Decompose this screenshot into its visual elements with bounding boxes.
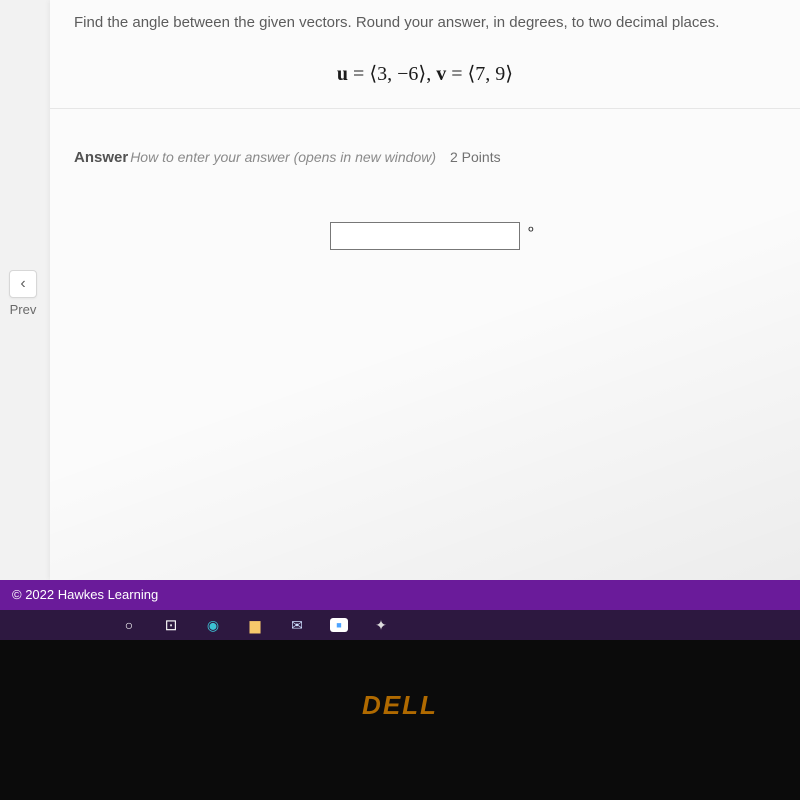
video-chat-icon[interactable]: ■	[330, 618, 348, 632]
chevron-left-icon[interactable]: ‹	[9, 270, 37, 298]
edge-icon[interactable]: ◉	[204, 616, 222, 634]
equals-1: =	[348, 63, 369, 85]
question-prompt: Find the angle between the given vectors…	[74, 14, 776, 31]
vector-u-value: ⟨3, −6⟩	[369, 63, 426, 85]
taskbar: ○ ⊡ ◉ ▆ ✉ ■ ✦	[0, 610, 800, 640]
question-block: Find the angle between the given vectors…	[50, 0, 800, 109]
copyright-text: © 2022 Hawkes Learning	[12, 587, 158, 602]
answer-input-area: ०	[50, 222, 800, 250]
vector-sep: ,	[426, 63, 436, 85]
search-circle-icon[interactable]: ○	[120, 616, 138, 634]
answer-input-wrap: ०	[330, 222, 520, 250]
dell-logo: DELL	[0, 690, 800, 721]
question-formula: u = ⟨3, −6⟩, v = ⟨7, 9⟩	[74, 61, 776, 86]
answer-header: AnswerHow to enter your answer (opens in…	[50, 109, 800, 176]
answer-help-link[interactable]: How to enter your answer (opens in new w…	[130, 149, 436, 165]
copyright-bar: © 2022 Hawkes Learning	[0, 580, 800, 610]
vector-u-label: u	[337, 63, 348, 85]
app-icon[interactable]: ✦	[372, 616, 390, 634]
mail-icon[interactable]: ✉	[288, 616, 306, 634]
degree-symbol: ०	[528, 220, 534, 237]
answer-points: 2 Points	[450, 149, 501, 165]
task-view-icon[interactable]: ⊡	[162, 616, 180, 634]
prev-nav: ‹ Prev	[0, 270, 46, 317]
monitor-viewport: ‹ Prev Find the angle between the given …	[0, 0, 800, 640]
content-page: Find the angle between the given vectors…	[50, 0, 800, 580]
vector-v-value: ⟨7, 9⟩	[467, 63, 513, 85]
screen-root: ‹ Prev Find the angle between the given …	[0, 0, 800, 800]
vector-v-label: v	[436, 63, 446, 85]
answer-input[interactable]	[330, 222, 520, 250]
prev-label[interactable]: Prev	[10, 302, 37, 317]
file-explorer-icon[interactable]: ▆	[246, 616, 264, 634]
equals-2: =	[446, 63, 467, 85]
answer-label: Answer	[74, 149, 128, 166]
